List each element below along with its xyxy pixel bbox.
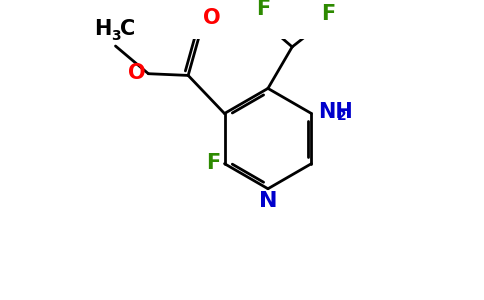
Text: 3: 3 bbox=[111, 29, 121, 44]
Text: H: H bbox=[94, 19, 111, 39]
Text: F: F bbox=[321, 4, 336, 24]
Text: N: N bbox=[259, 191, 277, 211]
Text: O: O bbox=[203, 8, 221, 28]
Text: F: F bbox=[256, 0, 270, 19]
Text: O: O bbox=[128, 63, 146, 83]
Text: 2: 2 bbox=[337, 109, 347, 123]
Text: C: C bbox=[120, 19, 135, 39]
Text: F: F bbox=[206, 153, 220, 173]
Text: NH: NH bbox=[318, 102, 353, 122]
